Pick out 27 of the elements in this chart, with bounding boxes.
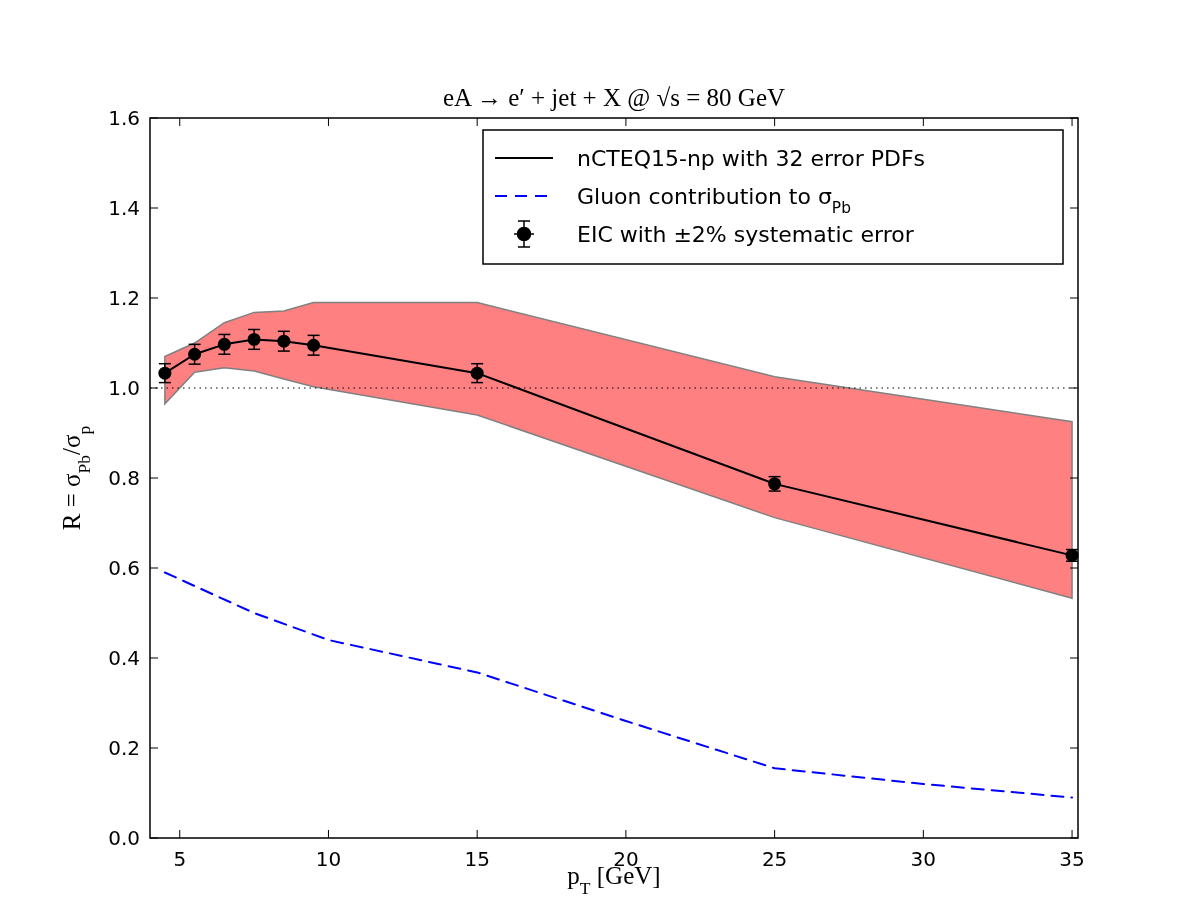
legend-label: nCTEQ15-np with 32 error PDFs xyxy=(577,146,926,171)
legend-label: EIC with ±2% systematic error xyxy=(577,222,915,247)
y-tick-label: 0.2 xyxy=(108,736,140,760)
y-tick-label: 1.2 xyxy=(108,286,140,310)
x-tick-label: 30 xyxy=(910,847,937,871)
point xyxy=(158,366,172,380)
point xyxy=(277,334,291,348)
y-tick-label: 0.4 xyxy=(108,646,140,670)
y-tick-label: 0.0 xyxy=(108,826,140,850)
y-tick-label: 0.6 xyxy=(108,556,140,580)
x-tick-label: 15 xyxy=(464,847,490,871)
x-tick-label: 10 xyxy=(315,847,342,871)
y-tick-label: 1.4 xyxy=(108,196,140,220)
y-tick-label: 1.0 xyxy=(108,376,140,400)
x-tick-label: 5 xyxy=(173,847,187,871)
x-tick-label: 25 xyxy=(761,847,788,871)
line-series xyxy=(163,571,1074,799)
legend-label: Gluon contribution to σ$_{Pb}$ xyxy=(577,184,851,217)
point xyxy=(470,366,484,380)
x-tick-label: 35 xyxy=(1059,847,1085,871)
point xyxy=(307,338,321,352)
point xyxy=(188,347,202,361)
y-tick-label: 1.6 xyxy=(108,106,140,130)
chart-title: eA → e′ + jet + X @ √s = 80 GeV xyxy=(442,84,786,112)
point xyxy=(217,337,231,351)
point xyxy=(247,332,261,346)
y-tick-label: 0.8 xyxy=(108,466,140,490)
